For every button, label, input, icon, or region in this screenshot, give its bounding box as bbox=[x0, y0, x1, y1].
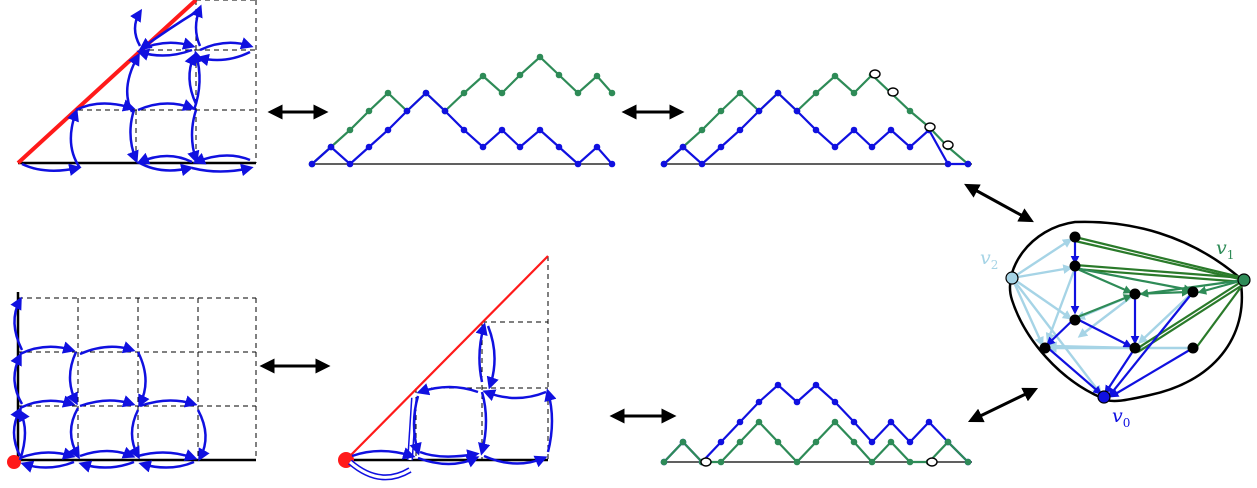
panel-dyck-paths-3 bbox=[660, 69, 972, 168]
path-vertex-dot bbox=[850, 418, 858, 426]
path-vertex-dot bbox=[555, 143, 563, 151]
red-diagonal bbox=[16, 0, 198, 165]
path-vertex-dot bbox=[365, 107, 373, 115]
path-vertex-dot bbox=[850, 126, 858, 134]
path-vertex-dot bbox=[868, 438, 876, 446]
path-vertex-dot bbox=[479, 72, 487, 80]
path-vertex-dot bbox=[944, 438, 952, 446]
path-vertex-dot bbox=[906, 107, 914, 115]
path-vertex-dot bbox=[346, 160, 354, 168]
path-vertex-dot bbox=[964, 458, 972, 466]
path-vertex-dot bbox=[774, 89, 782, 97]
path-vertex-dot bbox=[384, 89, 392, 97]
path-vertex-dot bbox=[736, 418, 744, 426]
path-vertex-dot bbox=[679, 438, 687, 446]
path-vertex-dot bbox=[308, 160, 316, 168]
path-vertex-dot bbox=[698, 160, 706, 168]
label-v2: v2 bbox=[980, 247, 998, 272]
red-diagonal-2 bbox=[345, 255, 549, 461]
panel-dyck-paths-2 bbox=[308, 53, 616, 168]
path-vertex-dot bbox=[593, 72, 601, 80]
path-vertex-dot bbox=[327, 143, 335, 151]
vertex-v0 bbox=[1097, 390, 1111, 404]
path-vertex-dot bbox=[403, 107, 411, 115]
path-vertex-dot bbox=[812, 438, 820, 446]
path-vertex-dot bbox=[498, 126, 506, 134]
path-vertex-dot bbox=[574, 160, 582, 168]
path-vertex-dot bbox=[660, 458, 668, 466]
path-vertex-dot bbox=[850, 438, 858, 446]
double-arrow-3 bbox=[964, 183, 1034, 223]
path-vertex-dot bbox=[460, 126, 468, 134]
path-vertex-dot bbox=[868, 143, 876, 151]
path-vertex-dot bbox=[925, 418, 933, 426]
path-vertex-dot bbox=[906, 458, 914, 466]
path-vertex-dot bbox=[717, 458, 725, 466]
panel-triangle-grid-top bbox=[16, 0, 257, 177]
path-vertex-dot bbox=[555, 71, 563, 79]
path-vertex-dot bbox=[812, 89, 820, 97]
path-vertex-dot bbox=[964, 160, 972, 168]
path-vertex-dot bbox=[717, 438, 725, 446]
path-vertex-dot bbox=[793, 398, 801, 406]
double-arrow-4 bbox=[967, 387, 1039, 423]
path-vertex-dot bbox=[736, 438, 744, 446]
path-vertex-dot bbox=[812, 381, 820, 389]
path-vertex-dot bbox=[944, 160, 952, 168]
path-vertex-dot bbox=[346, 126, 354, 134]
path-vertex-dot bbox=[516, 143, 524, 151]
vertex-v1 bbox=[1237, 273, 1251, 287]
path-vertex-dot bbox=[850, 89, 858, 97]
path-vertex-dot bbox=[574, 89, 582, 97]
path-vertex-dot bbox=[755, 107, 763, 115]
path-vertex-dot bbox=[365, 143, 373, 151]
path-vertex-dot bbox=[774, 381, 782, 389]
path-vertex-dot bbox=[774, 438, 782, 446]
outer-face bbox=[1008, 220, 1244, 403]
path-vertex-dot bbox=[717, 107, 725, 115]
path-vertex-dot bbox=[906, 143, 914, 151]
label-v0: v0 bbox=[1112, 405, 1130, 430]
path-vertex-dot bbox=[460, 89, 468, 97]
path-vertex-dot bbox=[384, 126, 392, 134]
label-v1: v1 bbox=[1216, 237, 1234, 262]
path-vertex-dot bbox=[608, 89, 616, 97]
path-vertex-dot bbox=[793, 458, 801, 466]
path-vertex-dot bbox=[422, 89, 430, 97]
path-vertex-dot bbox=[593, 143, 601, 151]
path-vertex-dot bbox=[887, 438, 895, 446]
path-vertex-dot bbox=[660, 160, 668, 168]
path-vertex-dot bbox=[793, 107, 801, 115]
path-vertex-dot bbox=[868, 458, 876, 466]
panel-planar-map: v2 v1 v0 bbox=[980, 220, 1251, 430]
path-vertex-dot bbox=[498, 89, 506, 97]
panel-square-grid-bottom bbox=[7, 292, 257, 473]
panel-dyck-paths-bottom bbox=[660, 381, 972, 467]
path-vertex-dot bbox=[736, 89, 744, 97]
path-vertex-dot bbox=[831, 143, 839, 151]
path-vertex-dot bbox=[536, 53, 544, 61]
path-vertex-dot bbox=[736, 126, 744, 134]
path-vertex-dot bbox=[831, 72, 839, 80]
path-vertex-dot bbox=[536, 126, 544, 134]
path-vertex-dot bbox=[755, 398, 763, 406]
path-vertex-dot bbox=[441, 107, 449, 115]
vertex-v2 bbox=[1005, 271, 1019, 285]
path-vertex-dot bbox=[679, 143, 687, 151]
path-vertex-dot bbox=[887, 418, 895, 426]
path-vertex-dot bbox=[906, 438, 914, 446]
path-vertex-dot bbox=[516, 71, 524, 79]
path-vertex-dot bbox=[831, 418, 839, 426]
path-vertex-dot bbox=[698, 126, 706, 134]
panel-triangle-grid-bottom bbox=[338, 255, 557, 481]
path-vertex-dot bbox=[887, 126, 895, 134]
path-vertex-dot bbox=[755, 418, 763, 426]
path-vertex-dot bbox=[608, 160, 616, 168]
path-vertex-dot bbox=[812, 126, 820, 134]
path-vertex-dot bbox=[831, 398, 839, 406]
path-vertex-dot bbox=[479, 143, 487, 151]
path-vertex-dot bbox=[717, 143, 725, 151]
